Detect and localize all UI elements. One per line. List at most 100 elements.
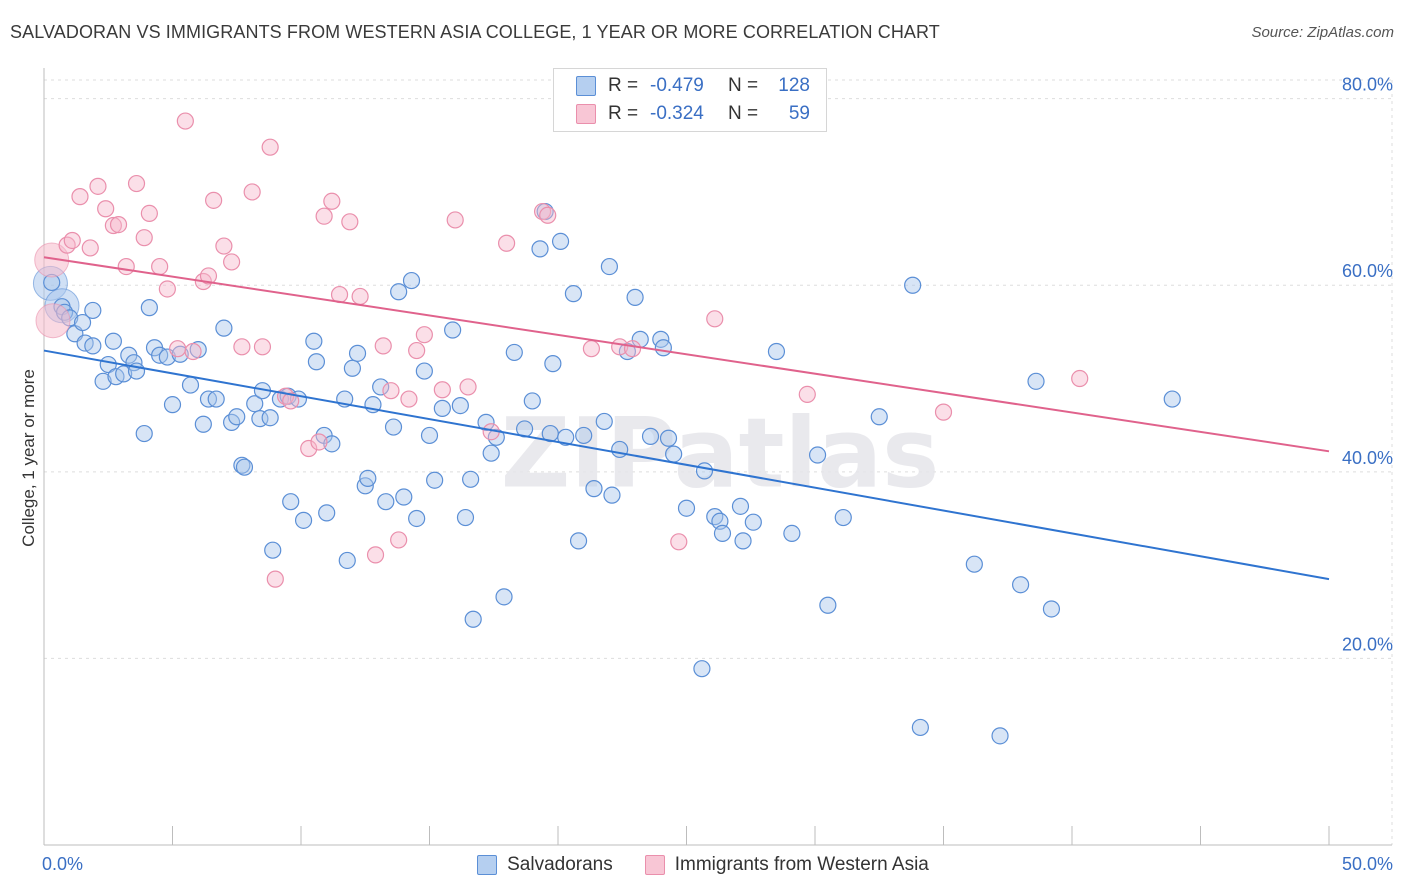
salvadoran-point bbox=[233, 456, 251, 474]
salvadoran-point bbox=[904, 276, 922, 294]
legend-label: Salvadorans bbox=[507, 854, 613, 875]
salvadoran-point bbox=[585, 480, 603, 498]
legend-n-label: N = bbox=[728, 75, 759, 96]
western-asia-point bbox=[415, 326, 433, 344]
western-asia-trend-line bbox=[43, 256, 1330, 453]
salvadoran-point bbox=[713, 524, 732, 543]
salvadoran-point bbox=[433, 399, 451, 417]
salvadoran-point bbox=[659, 429, 678, 447]
salvadoran-point bbox=[305, 332, 323, 350]
salvadoran-point bbox=[569, 532, 588, 550]
salvadoran-point bbox=[911, 718, 929, 737]
salvadoran-point bbox=[575, 426, 593, 445]
trend-lines bbox=[43, 256, 1330, 581]
salvadoran-point bbox=[744, 513, 762, 531]
salvadoran-point bbox=[395, 488, 413, 506]
western-asia-point bbox=[408, 341, 426, 360]
salvadoran-point bbox=[377, 493, 395, 511]
legend-label: Immigrants from Western Asia bbox=[674, 854, 929, 875]
salvadoran-point bbox=[135, 424, 153, 443]
western-asia-point bbox=[243, 183, 261, 201]
correlation-legend: R = -0.479 N = 128 R = -0.324 N = 59 bbox=[553, 68, 827, 132]
salvadoran-point bbox=[767, 342, 786, 361]
chart-title: SALVADORAN VS IMMIGRANTS FROM WESTERN AS… bbox=[10, 22, 940, 42]
legend-n-value: 59 bbox=[788, 103, 810, 124]
western-asia-point bbox=[184, 342, 202, 361]
salvadoran-point bbox=[654, 339, 672, 357]
salvadoran-point bbox=[734, 532, 752, 550]
western-asia-point bbox=[151, 257, 169, 276]
salvadoran-point bbox=[783, 524, 801, 543]
salvadoran-trend-line bbox=[43, 349, 1330, 581]
source-label: Source: ZipAtlas.com bbox=[1251, 24, 1394, 41]
legend-n-label: N = bbox=[728, 103, 759, 124]
salvadoran-point bbox=[261, 409, 279, 427]
western-asia-point bbox=[706, 310, 724, 328]
salvadoran-point bbox=[731, 497, 750, 515]
salvadoran-point bbox=[426, 471, 444, 489]
salvadoran-point bbox=[477, 413, 495, 431]
salvadoran-point bbox=[551, 232, 570, 250]
salvadoran-point bbox=[104, 332, 122, 350]
salvadoran-point bbox=[462, 470, 480, 488]
salvadoran-point bbox=[523, 392, 541, 410]
salvadoran-point bbox=[246, 395, 264, 413]
series-western-asia bbox=[34, 112, 1089, 588]
salvadoran-point bbox=[73, 313, 92, 332]
salvadoran-point bbox=[408, 509, 426, 528]
y-tick-label: 60.0% bbox=[1342, 261, 1393, 281]
salvadoran-point bbox=[282, 493, 300, 511]
legend-r-value: -0.479 bbox=[650, 75, 704, 96]
salvadoran-point bbox=[693, 660, 711, 678]
salvadoran-point bbox=[348, 344, 367, 362]
western-asia-point bbox=[58, 236, 76, 254]
western-asia-point bbox=[382, 382, 400, 400]
salvadoran-point bbox=[163, 396, 182, 414]
western-asia-point bbox=[341, 213, 359, 231]
salvadoran-point bbox=[808, 446, 827, 464]
western-asia-point bbox=[323, 192, 341, 210]
western-asia-point bbox=[1071, 369, 1089, 388]
legend-item-western-asia: Immigrants from Western Asia bbox=[644, 854, 929, 876]
western-asia-point bbox=[199, 267, 218, 285]
salvadoran-point bbox=[834, 508, 852, 527]
western-asia-point bbox=[582, 340, 601, 358]
salvadoran-point bbox=[482, 444, 500, 462]
series-salvadorans bbox=[32, 202, 1181, 745]
salvadoran-point bbox=[264, 541, 282, 559]
salvadoran-point bbox=[1011, 576, 1030, 594]
salvadoran-point bbox=[402, 271, 421, 290]
western-asia-point bbox=[63, 231, 81, 250]
salvadoran-point bbox=[991, 727, 1009, 745]
salvadoran-point bbox=[207, 390, 225, 408]
x-tick-label: 0.0% bbox=[42, 854, 83, 874]
western-asia-point bbox=[97, 200, 115, 218]
western-asia-point bbox=[253, 338, 272, 356]
salvadoran-point bbox=[235, 458, 254, 476]
western-asia-point bbox=[35, 303, 71, 339]
salvadoran-point bbox=[115, 365, 133, 383]
salvadoran-point bbox=[557, 428, 575, 446]
western-asia-point bbox=[433, 381, 451, 399]
watermark: ZIPatlas bbox=[501, 397, 940, 509]
western-asia-point bbox=[215, 237, 233, 255]
western-asia-point bbox=[135, 229, 153, 247]
salvadoran-point bbox=[456, 508, 475, 527]
western-asia-point bbox=[117, 257, 135, 276]
legend-swatch-blue bbox=[477, 855, 498, 875]
salvadoran-point bbox=[544, 355, 562, 373]
salvadoran-point bbox=[359, 469, 377, 487]
salvadoran-point bbox=[323, 435, 341, 453]
western-asia-point bbox=[266, 570, 284, 588]
western-asia-point bbox=[351, 287, 369, 306]
salvadoran-point bbox=[84, 337, 102, 355]
salvadoran-point bbox=[215, 319, 233, 337]
western-asia-point bbox=[261, 138, 279, 156]
salvadoran-point bbox=[641, 427, 660, 445]
salvadoran-point bbox=[665, 445, 683, 463]
salvadoran-point bbox=[677, 499, 696, 517]
salvadoran-point bbox=[1027, 372, 1045, 390]
salvadoran-point bbox=[140, 299, 158, 317]
western-asia-point bbox=[223, 253, 241, 271]
salvadoran-point bbox=[94, 372, 112, 390]
